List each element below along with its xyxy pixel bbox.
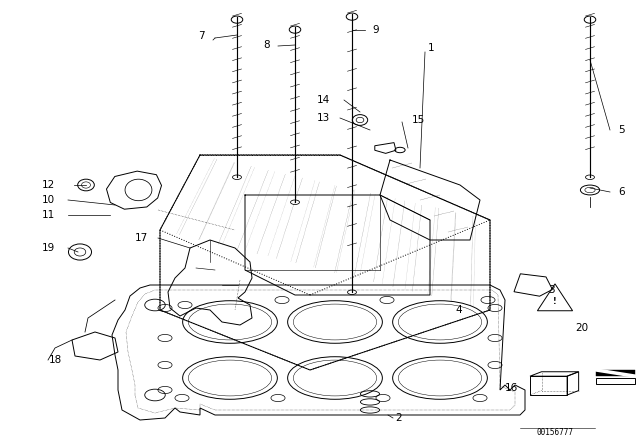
Text: 2: 2	[395, 413, 402, 423]
Text: 4: 4	[455, 305, 461, 315]
Ellipse shape	[231, 16, 243, 23]
Ellipse shape	[289, 26, 301, 33]
Text: 20: 20	[575, 323, 588, 333]
Text: 6: 6	[618, 187, 625, 197]
Text: 3: 3	[548, 285, 555, 295]
Text: 17: 17	[135, 233, 148, 243]
Text: !: !	[553, 297, 557, 306]
Text: 5: 5	[618, 125, 625, 135]
Text: 10: 10	[42, 195, 55, 205]
Text: 9: 9	[372, 25, 379, 35]
Ellipse shape	[232, 175, 241, 180]
Text: 11: 11	[42, 210, 55, 220]
Ellipse shape	[348, 290, 356, 294]
Ellipse shape	[291, 200, 300, 204]
Polygon shape	[596, 370, 636, 376]
Text: 16: 16	[505, 383, 518, 393]
Ellipse shape	[586, 175, 595, 180]
Ellipse shape	[346, 13, 358, 20]
Text: 12: 12	[42, 180, 55, 190]
Text: 19: 19	[42, 243, 55, 253]
Ellipse shape	[584, 16, 596, 23]
Ellipse shape	[580, 185, 600, 195]
Text: 7: 7	[198, 31, 205, 41]
Text: 1: 1	[428, 43, 435, 53]
Text: 8: 8	[264, 40, 270, 50]
Text: 18: 18	[49, 355, 61, 365]
Text: 00156777: 00156777	[536, 427, 573, 436]
Text: 14: 14	[317, 95, 330, 105]
Text: 15: 15	[412, 115, 425, 125]
Text: 13: 13	[317, 113, 330, 123]
